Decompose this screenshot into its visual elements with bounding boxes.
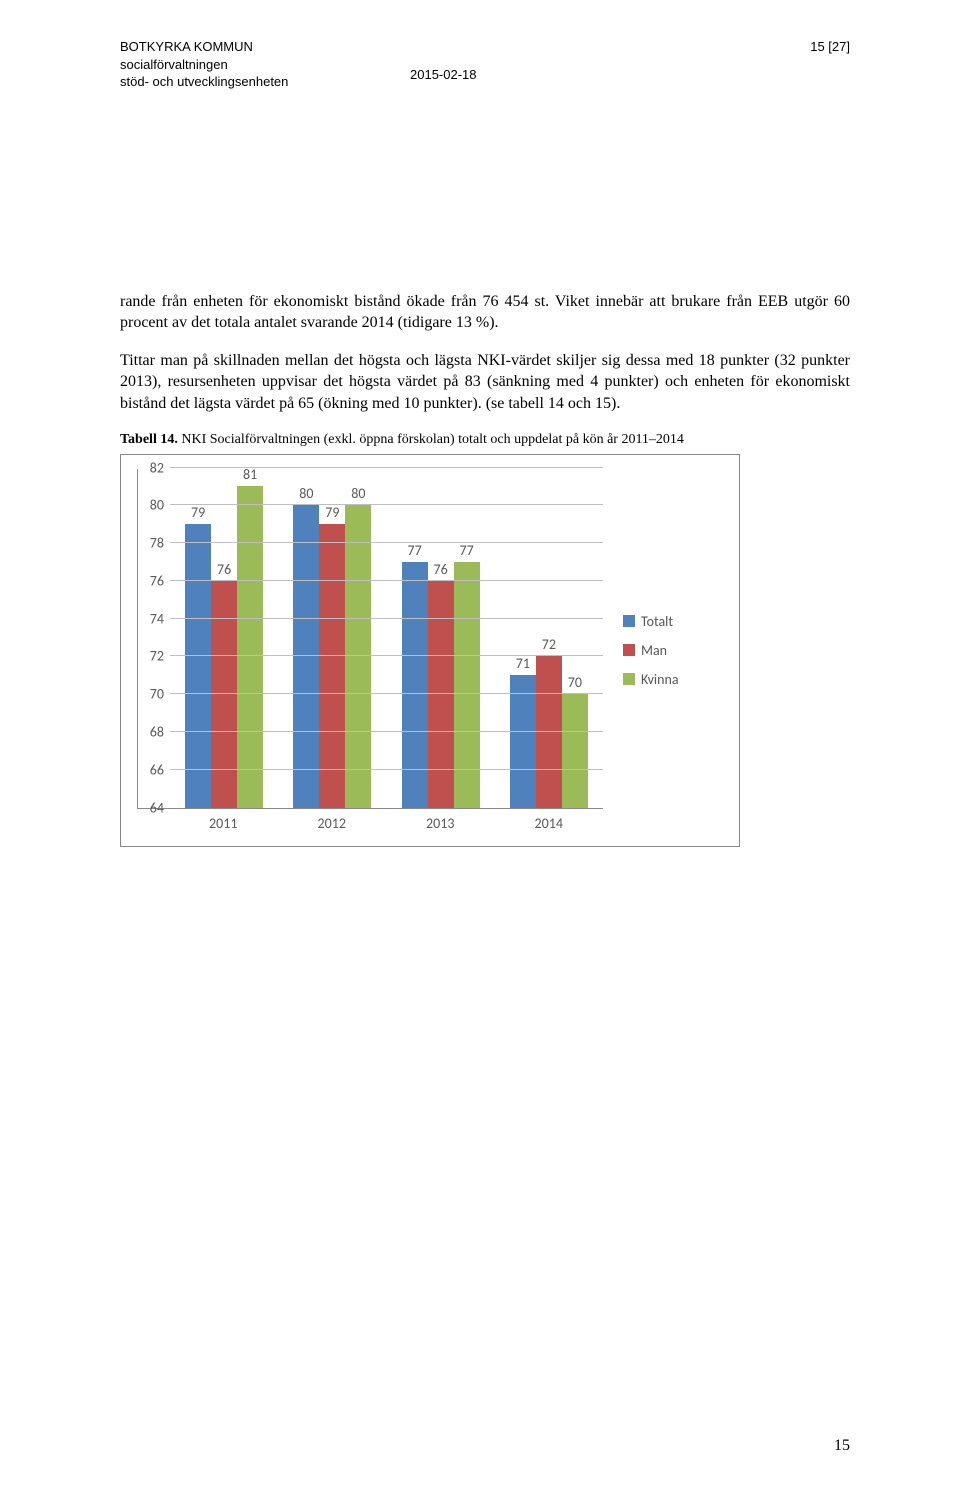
legend-label: Totalt	[641, 613, 673, 630]
body-text: rande från enheten för ekonomiskt bistån…	[120, 291, 850, 415]
bar	[454, 562, 480, 808]
bar-value-label: 77	[408, 542, 422, 559]
y-tick-label: 74	[150, 610, 164, 627]
y-tick-label: 82	[150, 459, 164, 476]
y-tick-label: 68	[150, 723, 164, 740]
bar-wrap: 76	[211, 581, 237, 808]
gridline	[170, 467, 603, 468]
bar	[211, 581, 237, 808]
legend-item: Totalt	[623, 613, 723, 630]
legend-item: Man	[623, 642, 723, 659]
legend-swatch	[623, 644, 635, 656]
page-header: BOTKYRKA KOMMUN socialförvaltningen stöd…	[120, 38, 850, 91]
gridline	[170, 580, 603, 581]
bar-group: 777677	[402, 562, 480, 808]
bar-wrap: 70	[562, 694, 588, 807]
bar-value-label: 80	[299, 485, 313, 502]
bar-value-label: 71	[516, 655, 530, 672]
bar	[402, 562, 428, 808]
x-tick-label: 2013	[401, 815, 479, 832]
y-axis: 64666870727476788082	[138, 469, 170, 808]
legend-item: Kvinna	[623, 671, 723, 688]
bar-wrap: 80	[293, 505, 319, 807]
gridline	[170, 693, 603, 694]
y-tick-label: 76	[150, 572, 164, 589]
paragraph-1: rande från enheten för ekonomiskt bistån…	[120, 291, 850, 334]
bar-wrap: 79	[319, 524, 345, 807]
bar-wrap: 76	[428, 581, 454, 808]
bar	[185, 524, 211, 807]
bar-value-label: 76	[434, 561, 448, 578]
bar-value-label: 77	[460, 542, 474, 559]
bar-value-label: 76	[217, 561, 231, 578]
bar-value-label: 70	[568, 674, 582, 691]
gridline	[170, 769, 603, 770]
nki-bar-chart: 64666870727476788082 7976818079807776777…	[120, 454, 740, 847]
x-tick-label: 2011	[184, 815, 262, 832]
bar-group: 807980	[293, 505, 371, 807]
y-tick-label: 72	[150, 648, 164, 665]
y-tick-label: 80	[150, 497, 164, 514]
unit-name: stöd- och utvecklingsenheten	[120, 73, 288, 91]
bar-wrap: 77	[402, 562, 428, 808]
legend-label: Kvinna	[641, 671, 679, 688]
caption-rest: NKI Socialförvaltningen (exkl. öppna för…	[178, 432, 684, 447]
legend-label: Man	[641, 642, 667, 659]
bar-wrap: 79	[185, 524, 211, 807]
bar-value-label: 81	[243, 466, 257, 483]
legend-swatch	[623, 673, 635, 685]
bar	[562, 694, 588, 807]
x-tick-label: 2014	[510, 815, 588, 832]
bar-group: 797681	[185, 486, 263, 807]
bar	[293, 505, 319, 807]
bar-wrap: 81	[237, 486, 263, 807]
caption-lead: Tabell 14.	[120, 432, 178, 447]
bar-value-label: 79	[191, 504, 205, 521]
header-date: 2015-02-18	[410, 66, 477, 84]
bar	[345, 505, 371, 807]
chart-caption: Tabell 14. NKI Socialförvaltningen (exkl…	[120, 431, 850, 450]
bar-value-label: 80	[351, 485, 365, 502]
gridline	[170, 655, 603, 656]
org-name: BOTKYRKA KOMMUN	[120, 38, 288, 56]
bar	[319, 524, 345, 807]
bar-wrap: 80	[345, 505, 371, 807]
bar-value-label: 79	[325, 504, 339, 521]
bar-value-label: 72	[542, 636, 556, 653]
legend-swatch	[623, 615, 635, 627]
header-left: BOTKYRKA KOMMUN socialförvaltningen stöd…	[120, 38, 288, 91]
dept-name: socialförvaltningen	[120, 56, 288, 74]
y-tick-label: 66	[150, 761, 164, 778]
gridline	[170, 504, 603, 505]
header-page-of: 15 [27]	[810, 38, 850, 91]
y-tick-label: 64	[150, 799, 164, 816]
page-number: 15	[834, 1437, 850, 1455]
bar	[237, 486, 263, 807]
bar	[510, 675, 536, 807]
bar	[428, 581, 454, 808]
x-tick-label: 2012	[293, 815, 371, 832]
paragraph-2: Tittar man på skillnaden mellan det högs…	[120, 350, 850, 415]
gridline	[170, 731, 603, 732]
gridline	[170, 618, 603, 619]
y-tick-label: 70	[150, 686, 164, 703]
y-tick-label: 78	[150, 535, 164, 552]
x-axis: 2011 2012 2013 2014	[137, 815, 603, 832]
bar-wrap: 71	[510, 675, 536, 807]
chart-legend: Totalt Man Kvinna	[603, 469, 723, 832]
bar-wrap: 77	[454, 562, 480, 808]
plot-area: 797681807980777677717270	[170, 469, 603, 808]
gridline	[170, 542, 603, 543]
